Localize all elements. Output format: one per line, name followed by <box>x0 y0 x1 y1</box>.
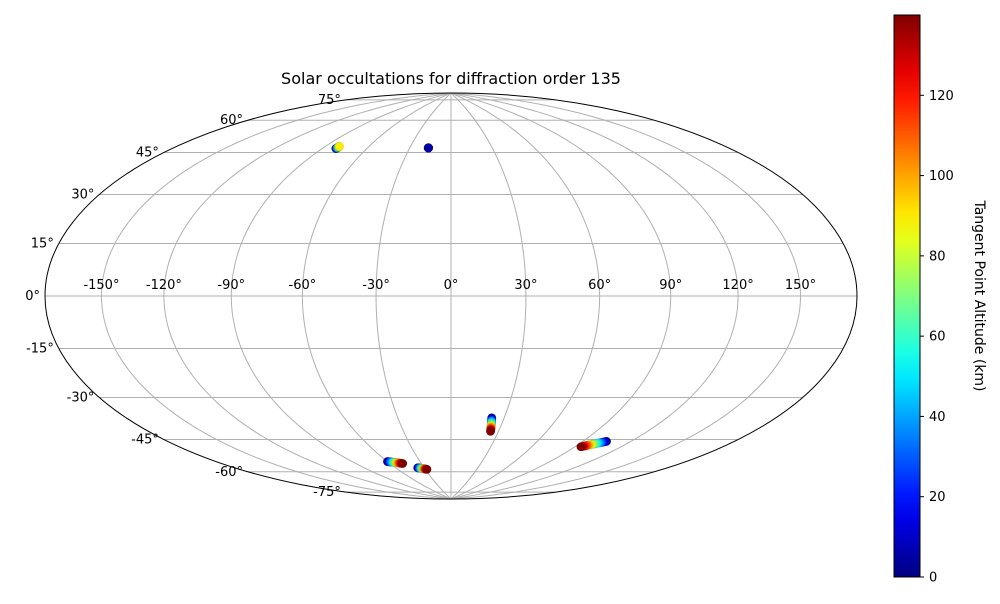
latitude-tick-label: 60° <box>220 113 243 128</box>
colorbar-tick-label: 60 <box>929 330 946 345</box>
colorbar-tick-label: 100 <box>929 169 954 184</box>
longitude-tick-label: 120° <box>722 278 753 293</box>
latitude-tick-label: -75° <box>313 485 341 500</box>
graticule <box>45 93 857 499</box>
latitude-tick-label: 75° <box>318 93 341 108</box>
colorbar-tick-label: 0 <box>929 571 937 586</box>
longitude-tick-label: 0° <box>444 278 459 293</box>
occultation-point <box>422 464 432 474</box>
colorbar-label: Tangent Point Altitude (km) <box>971 199 987 391</box>
colorbar: 0 20 40 60 80 100 120 Tangent Point Altitude (… <box>893 14 987 586</box>
colorbar-tick-label: 80 <box>929 249 946 264</box>
latitude-tick-label: 15° <box>31 236 54 251</box>
longitude-tick-label: -150° <box>83 278 119 293</box>
longitude-tick-label: 60° <box>588 278 611 293</box>
latitude-tick-label: -45° <box>131 433 159 448</box>
colorbar-ticks: 0 20 40 60 80 100 120 <box>920 89 954 586</box>
latitude-tick-label: 30° <box>71 188 94 203</box>
occultation-point <box>423 143 433 153</box>
occultation-point <box>334 141 344 151</box>
occultation-point <box>576 442 586 452</box>
longitude-tick-label: 150° <box>785 278 816 293</box>
colorbar-tick-label: 40 <box>929 410 946 425</box>
occultation-point <box>398 459 408 469</box>
longitude-tick-labels: -150° -120° -90° -60° -30° 0° 30° 60° 90° 120° 150… <box>83 278 816 293</box>
map-boundary <box>44 92 858 500</box>
colorbar-tick-label: 120 <box>929 89 954 104</box>
longitude-tick-label: -120° <box>146 278 182 293</box>
chart-title: Solar occultations for diffraction order… <box>281 69 621 88</box>
colorbar-tick-label: 20 <box>929 490 946 505</box>
longitude-tick-label: 90° <box>659 278 682 293</box>
latitude-tick-label: -15° <box>26 342 54 357</box>
longitude-tick-label: -90° <box>217 278 245 293</box>
longitude-tick-label: 30° <box>514 278 537 293</box>
latitude-tick-label: -60° <box>215 465 243 480</box>
latitude-tick-label: -30° <box>67 391 95 406</box>
longitude-tick-label: -30° <box>362 278 390 293</box>
longitude-tick-label: -60° <box>289 278 317 293</box>
occultation-point <box>486 426 496 436</box>
latitude-tick-label: 0° <box>25 289 40 304</box>
colorbar-gradient <box>893 14 921 578</box>
latitude-tick-labels: -75° -60° -45° -30° -15° 0° 15° 30° 45° 60° 75° <box>25 93 341 500</box>
latitude-tick-label: 45° <box>136 145 159 160</box>
occultation-points <box>331 141 612 474</box>
